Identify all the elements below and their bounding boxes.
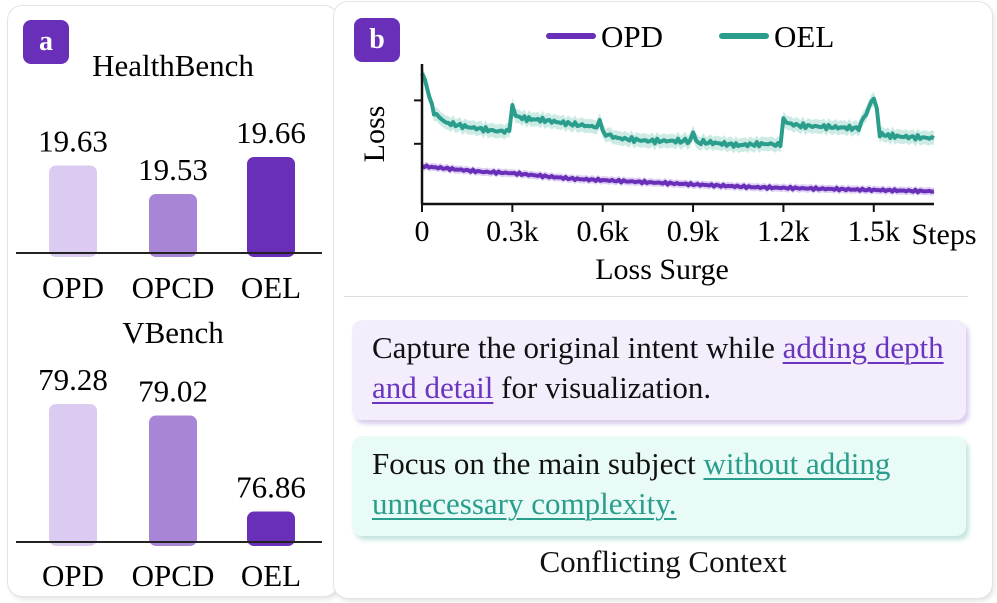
x-tick-label: 1.5k <box>848 215 901 248</box>
series-line-opd <box>421 163 935 195</box>
divider <box>344 296 968 297</box>
category-label: OPCD <box>132 558 215 593</box>
bar-oel <box>247 157 295 257</box>
category-label: OEL <box>241 270 301 305</box>
context-opd-text-end: for visualization. <box>493 370 712 405</box>
context-oel-highlight: without adding unnecessary complexity. <box>372 446 891 521</box>
panel-b-badge: b <box>354 18 400 62</box>
legend-label-oel: OEL <box>774 19 834 54</box>
bar-opd <box>49 404 97 546</box>
x-axis-label: Loss Surge <box>595 253 729 286</box>
bar-value-label: 79.02 <box>138 374 208 409</box>
context-box-opd: Capture the original intent while adding… <box>352 320 966 420</box>
bar-oel <box>247 511 295 546</box>
chart-title: VBench <box>122 315 224 350</box>
panel-b: b OPD OEL 0 0.3k 0.6k 0.9k 1.2k 1.5k Steps Loss S… <box>334 2 992 598</box>
panel-a: a HealthBench 19.63 OPD 19.53 OPCD 19.66 OEL VB… <box>8 6 338 596</box>
category-label: OPD <box>42 558 104 593</box>
bar-opcd <box>149 193 197 257</box>
context-opd-text: Capture the original intent while <box>372 330 783 365</box>
bar-value-label: 19.53 <box>138 152 208 187</box>
context-box-oel: Focus on the main subject without adding… <box>352 436 966 536</box>
category-label: OPCD <box>132 270 215 305</box>
x-tick-label: 1.2k <box>757 215 810 248</box>
series-line-oel <box>420 72 935 149</box>
bar-value-label: 19.66 <box>236 115 306 150</box>
bar-value-label: 19.63 <box>38 124 108 159</box>
x-end-label: Steps <box>911 218 976 251</box>
x-tick-label: 0 <box>415 215 430 248</box>
bar-opcd <box>149 415 197 546</box>
bar-charts: HealthBench 19.63 OPD 19.53 OPCD 19.66 OEL VBen… <box>16 48 322 593</box>
context-caption: Conflicting Context <box>539 544 787 579</box>
x-tick-label: 0.6k <box>576 215 629 248</box>
bar-value-label: 76.86 <box>236 470 306 505</box>
x-tick-label: 0.9k <box>667 215 720 248</box>
context-opd-highlight: adding depth and detail <box>372 330 944 405</box>
category-label: OEL <box>241 558 301 593</box>
bar-opd <box>49 165 97 257</box>
category-label: OPD <box>42 270 104 305</box>
x-tick-label: 0.3k <box>486 215 538 248</box>
y-axis-label: Loss <box>358 106 391 163</box>
bar-value-label: 79.28 <box>38 362 108 397</box>
panel-a-badge: a <box>23 20 69 64</box>
band-oel <box>422 66 934 154</box>
chart-title: HealthBench <box>92 48 254 83</box>
legend-label-opd: OPD <box>601 19 663 54</box>
context-oel-text: Focus on the main subject <box>372 446 704 481</box>
loss-line-chart: OPD OEL 0 0.3k 0.6k 0.9k 1.2k 1.5k Steps Loss Sur… <box>358 19 977 286</box>
